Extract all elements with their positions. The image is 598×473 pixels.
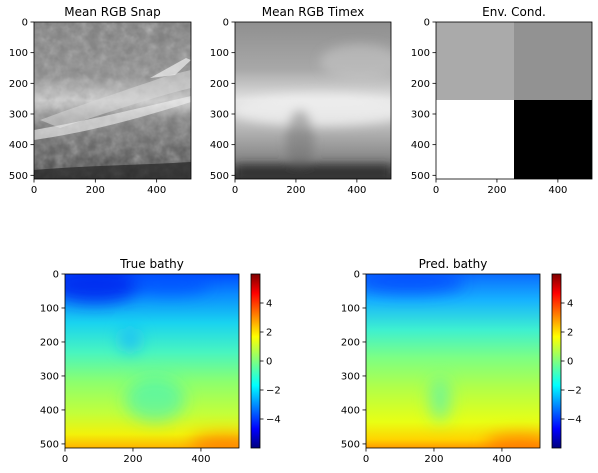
- x-tick-label: 0: [232, 185, 238, 196]
- colorbar-tick-label: 0: [567, 357, 573, 368]
- y-tick-label: 100: [411, 48, 430, 59]
- y-tick-label: 0: [424, 18, 430, 29]
- x-tick-label: 0: [31, 185, 37, 196]
- true-bathy-colorbar: [250, 273, 261, 449]
- y-tick-label: 200: [210, 79, 229, 90]
- colorbar-tick-label: −4: [567, 415, 582, 426]
- colorbar-tick-label: 4: [567, 299, 573, 310]
- y-tick-label: 200: [40, 337, 59, 348]
- y-tick-label: 400: [9, 140, 28, 151]
- x-tick-label: 400: [147, 185, 166, 196]
- colorbar-tick-label: 4: [266, 299, 272, 310]
- pred-bathy-image: [366, 274, 540, 448]
- chart-title: Mean RGB Timex: [262, 5, 364, 19]
- y-tick-label: 300: [210, 109, 229, 120]
- x-tick-label: 200: [123, 454, 142, 465]
- y-tick-label: 100: [40, 303, 59, 314]
- chart-title: True bathy: [119, 257, 184, 271]
- colorbar-tick-label: 2: [567, 328, 573, 339]
- env-quadrant-bottom-right: [514, 100, 592, 179]
- y-tick-label: 0: [22, 18, 28, 29]
- y-tick-label: 200: [9, 79, 28, 90]
- axes-4: True bathy 0 200 400 0 100 200 300 400 500 4 2 0 −2 −4: [40, 257, 281, 465]
- env-quadrant-top-left: [436, 22, 514, 100]
- colorbar-tick-label: −2: [567, 386, 582, 397]
- pred-bathy-colorbar: [551, 273, 562, 449]
- true-bathy-image: [65, 274, 239, 448]
- snap-image: [34, 22, 191, 179]
- y-tick-label: 0: [223, 18, 229, 29]
- timex-panel: [234, 21, 392, 180]
- y-tick-label: 400: [341, 405, 360, 416]
- chart-title: Mean RGB Snap: [64, 5, 160, 19]
- colorbar-tick-label: 0: [266, 357, 272, 368]
- x-tick-label: 200: [286, 185, 305, 196]
- x-tick-label: 400: [191, 454, 210, 465]
- y-tick-label: 0: [53, 270, 59, 281]
- axes-2: Mean RGB Timex 0 200 400 0 100 200 300 400 500: [210, 5, 367, 196]
- y-tick-label: 200: [341, 337, 360, 348]
- y-tick-label: 100: [341, 303, 360, 314]
- y-tick-label: 300: [40, 371, 59, 382]
- y-tick-label: 400: [411, 140, 430, 151]
- timex-image: [235, 22, 391, 179]
- env-quadrant-top-right: [514, 22, 592, 100]
- colorbar-tick-label: 2: [266, 328, 272, 339]
- y-tick-label: 100: [9, 48, 28, 59]
- y-tick-label: 100: [210, 48, 229, 59]
- y-tick-label: 400: [210, 140, 229, 151]
- colorbar-tick-label: −4: [266, 415, 281, 426]
- x-tick-label: 0: [433, 185, 439, 196]
- axes-1: Mean RGB Snap 0 200 400 0 100 200 300 400 500: [9, 5, 166, 196]
- y-tick-label: 200: [411, 79, 430, 90]
- y-tick-label: 500: [341, 439, 360, 450]
- pred-bathy-panel: [365, 273, 562, 449]
- x-tick-label: 400: [548, 185, 567, 196]
- y-tick-label: 300: [9, 109, 28, 120]
- axes-5: Pred. bathy 0 200 400 0 100 200 300 400 500 4 2 0 −2 −…: [341, 257, 582, 465]
- x-tick-label: 0: [363, 454, 369, 465]
- x-tick-label: 0: [62, 454, 68, 465]
- x-tick-label: 400: [347, 185, 366, 196]
- chart-title: Pred. bathy: [419, 257, 488, 271]
- y-tick-label: 500: [210, 171, 229, 182]
- colorbar-tick-label: −2: [266, 386, 281, 397]
- y-tick-label: 300: [411, 109, 430, 120]
- snap-panel: [33, 21, 192, 180]
- y-tick-label: 500: [40, 439, 59, 450]
- x-tick-label: 200: [86, 185, 105, 196]
- true-bathy-panel: [64, 273, 261, 449]
- axes-3: Env. Cond. 0 200 400 0 100 200 300 400 500: [411, 5, 568, 196]
- env-quadrant-bottom-left: [436, 100, 514, 179]
- env-panel: [435, 21, 593, 180]
- y-tick-label: 500: [411, 171, 430, 182]
- x-tick-label: 200: [424, 454, 443, 465]
- x-tick-label: 200: [487, 185, 506, 196]
- y-tick-label: 0: [354, 270, 360, 281]
- y-tick-label: 300: [341, 371, 360, 382]
- y-tick-label: 500: [9, 171, 28, 182]
- y-tick-label: 400: [40, 405, 59, 416]
- x-tick-label: 400: [492, 454, 511, 465]
- chart-title: Env. Cond.: [482, 5, 546, 19]
